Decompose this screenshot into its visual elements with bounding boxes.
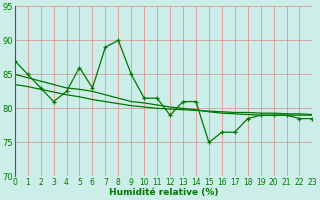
X-axis label: Humidité relative (%): Humidité relative (%) xyxy=(109,188,218,197)
